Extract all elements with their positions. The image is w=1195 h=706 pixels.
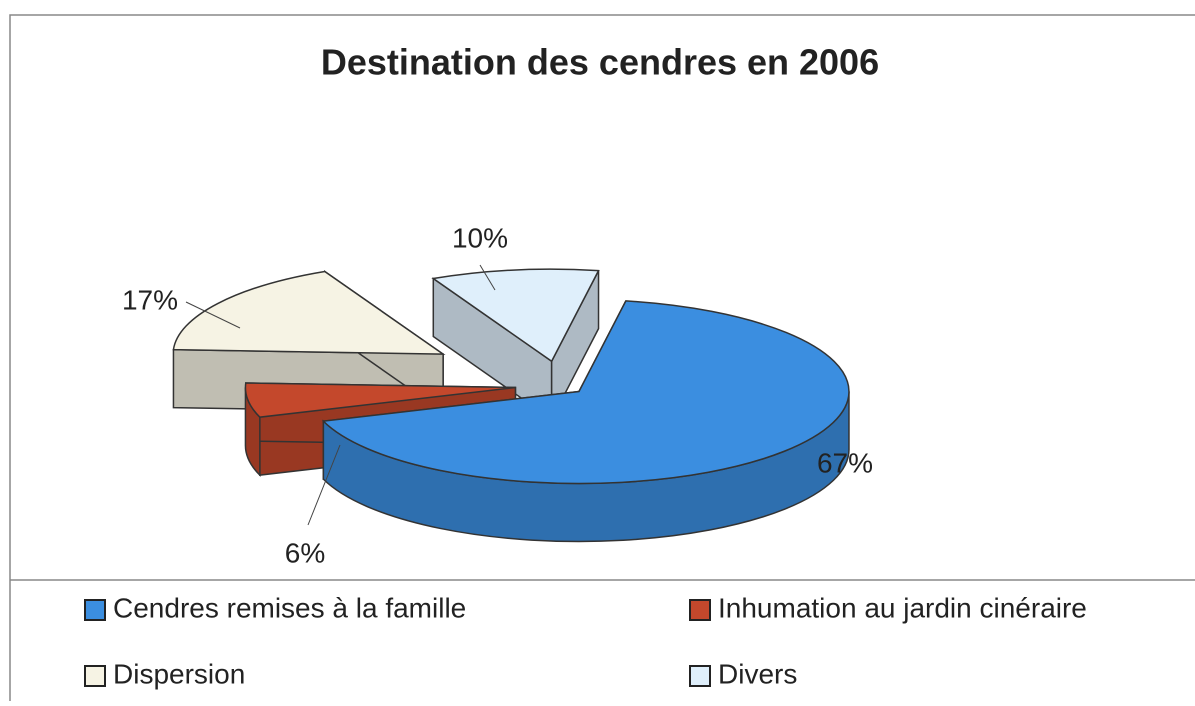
data-label: 17% xyxy=(122,284,178,315)
pie-slice xyxy=(431,268,600,421)
legend-swatch xyxy=(689,665,711,687)
leader-line xyxy=(479,264,496,291)
chart-title: Destination des cendres en 2006 xyxy=(321,42,879,83)
slice-top xyxy=(431,268,600,363)
leader-line xyxy=(307,444,341,526)
data-label: 6% xyxy=(285,537,325,568)
legend-label: Divers xyxy=(718,658,797,689)
pie-slice xyxy=(321,300,850,543)
legend-swatch xyxy=(84,599,106,621)
legend-swatch xyxy=(84,665,106,687)
data-label: 67% xyxy=(817,447,873,478)
legend-label: Inhumation au jardin cinéraire xyxy=(718,592,1087,623)
slice-top xyxy=(321,300,850,485)
legend-label: Cendres remises à la famille xyxy=(113,592,466,623)
slice-top xyxy=(244,382,516,418)
leader-line xyxy=(185,301,241,329)
legend-swatch xyxy=(689,599,711,621)
slice-top xyxy=(172,270,446,355)
legend-label: Dispersion xyxy=(113,658,245,689)
data-label: 10% xyxy=(452,222,508,253)
